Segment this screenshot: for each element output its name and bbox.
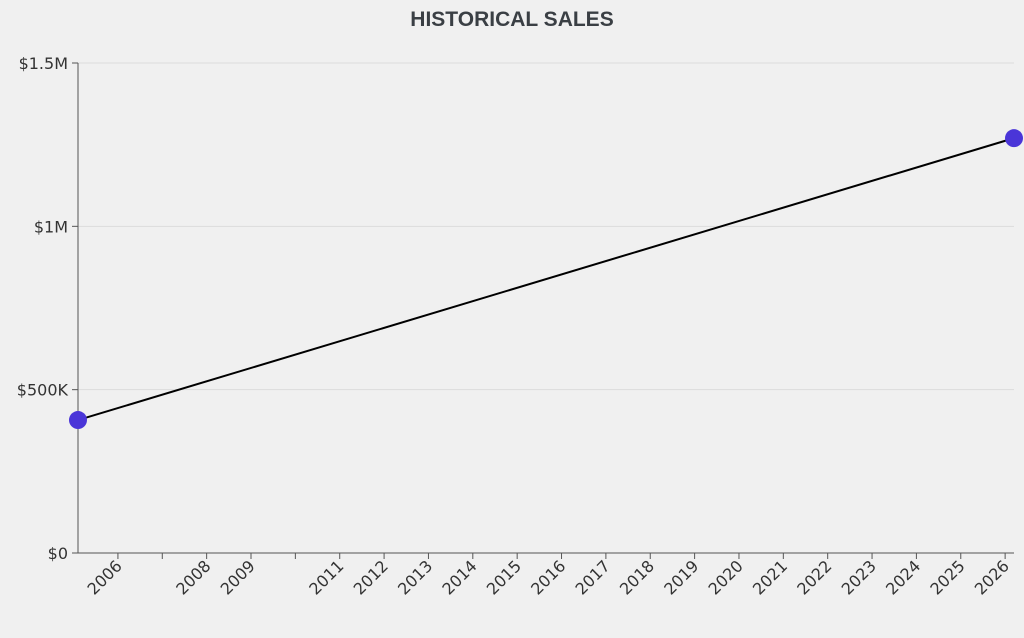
x-tick-label: 2013 [394, 556, 436, 598]
series-line [77, 137, 1015, 422]
x-tick-label: 2020 [705, 556, 747, 598]
grid [78, 62, 1014, 391]
x-tick-label: 2019 [660, 556, 702, 598]
y-tick-label: $500K [17, 381, 69, 400]
x-tick-label: 2017 [571, 556, 613, 598]
chart-title: HISTORICAL SALES [410, 8, 613, 31]
x-tick-label: 2006 [84, 556, 126, 598]
x-tick-label: 2015 [483, 556, 525, 598]
x-tick-label: 2025 [926, 556, 968, 598]
series [69, 129, 1023, 430]
y-tick-label: $1M [34, 217, 68, 236]
x-tick-label: 2018 [616, 556, 658, 598]
x-tick-label: 2022 [793, 556, 835, 598]
data-point [1005, 129, 1023, 148]
y-tick-label: $1.5M [19, 54, 68, 73]
data-point [69, 411, 87, 430]
x-tick-label: 2016 [527, 556, 569, 598]
x-tick-label: 2023 [838, 556, 880, 598]
x-tick-label: 2009 [217, 556, 259, 598]
x-tick-label: 2021 [749, 556, 791, 598]
x-tick-label: 2024 [882, 556, 924, 598]
x-tick-label: 2008 [172, 556, 214, 598]
x-tick-label: 2011 [305, 556, 347, 598]
x-tick-label: 2012 [350, 556, 392, 598]
y-tick-label: $0 [48, 544, 68, 563]
y-axis: $0 $500K $1M $1.5M [17, 54, 79, 563]
x-axis: 2006 2008 2009 2011 2012 2013 2014 2015 2016 2017… [78, 552, 1014, 599]
x-tick-label: 2014 [438, 556, 480, 598]
x-tick-label: 2026 [971, 556, 1013, 598]
